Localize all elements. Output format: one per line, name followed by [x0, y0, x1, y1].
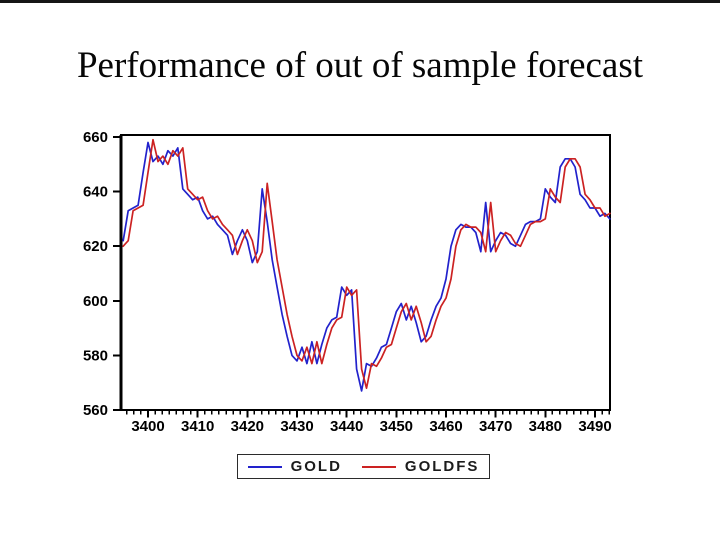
- slide-top-border: [0, 0, 720, 3]
- legend-line-swatch-gold: [247, 465, 282, 468]
- x-tick-label: 3490: [578, 418, 611, 435]
- chart-legend: GOLD GOLDFS: [237, 454, 490, 479]
- legend-label-goldfs: GOLDFS: [404, 458, 480, 475]
- legend-item-gold: GOLD: [247, 458, 342, 475]
- series-line-gold: [122, 141, 611, 392]
- x-tick-label: 3420: [231, 418, 264, 435]
- legend-line-swatch-goldfs: [361, 465, 396, 468]
- y-tick-label: 600: [83, 293, 108, 310]
- x-tick-label: 3400: [131, 418, 164, 435]
- x-tick-label: 3460: [429, 418, 462, 435]
- x-tick-label: 3480: [529, 418, 562, 435]
- y-tick-label: 640: [83, 184, 108, 201]
- series-line-goldfs: [122, 138, 611, 390]
- y-tick-label: 620: [83, 238, 108, 255]
- legend-label-gold: GOLD: [290, 458, 342, 475]
- x-tick-label: 3440: [330, 418, 363, 435]
- y-tick-label: 560: [83, 402, 108, 419]
- slide-title: Performance of out of sample forecast: [76, 45, 644, 86]
- y-tick-label: 580: [83, 347, 108, 364]
- y-tick-label: 660: [83, 129, 108, 146]
- x-tick-label: 3410: [181, 418, 214, 435]
- x-tick-label: 3450: [380, 418, 413, 435]
- x-tick-label: 3470: [479, 418, 512, 435]
- legend-item-goldfs: GOLDFS: [361, 458, 480, 475]
- x-tick-label: 3430: [280, 418, 313, 435]
